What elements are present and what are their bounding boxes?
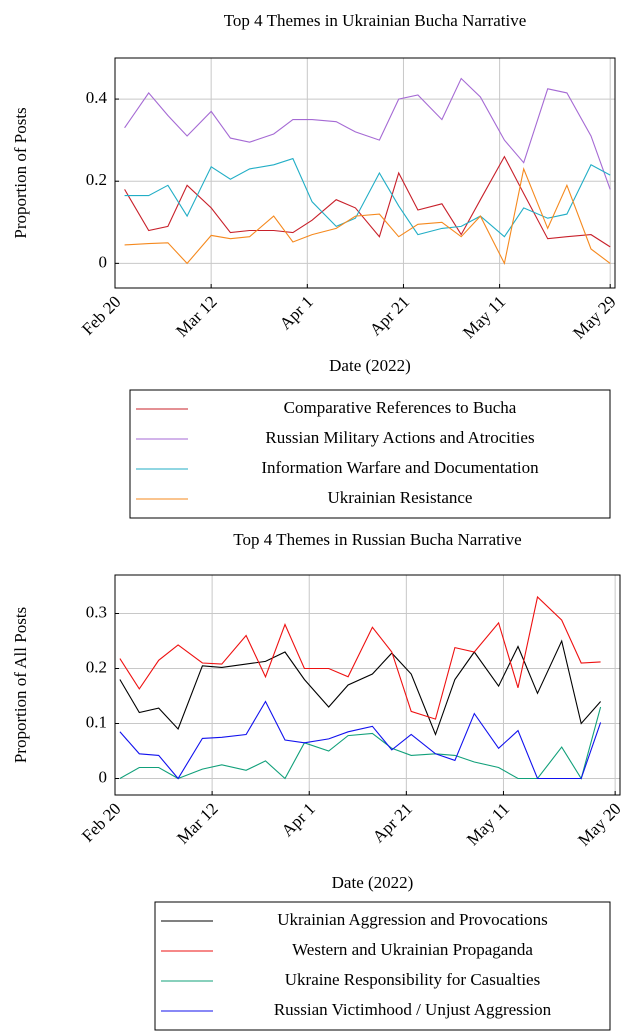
x-tick-label: May 20 xyxy=(574,799,622,850)
series-line xyxy=(124,77,611,190)
x-tick-label: Apr 21 xyxy=(366,292,413,339)
legend-label: Western and Ukrainian Propaganda xyxy=(292,940,533,959)
x-tick-label: Mar 12 xyxy=(172,292,220,340)
legend-label: Russian Military Actions and Atrocities xyxy=(265,428,534,447)
y-axis-label: Proportion of All Posts xyxy=(11,607,30,763)
series-line xyxy=(124,155,611,248)
y-tick-label: 0.2 xyxy=(86,170,107,189)
y-tick-label: 0.3 xyxy=(86,602,107,621)
x-tick-label: May 29 xyxy=(569,292,620,343)
series-line xyxy=(119,700,602,780)
x-tick-label: May 11 xyxy=(459,292,509,342)
x-tick-label: Feb 20 xyxy=(78,799,124,845)
legend-box xyxy=(129,389,611,519)
x-tick-label: May 11 xyxy=(463,799,513,849)
series-line xyxy=(124,157,611,238)
x-axis-label: Date (2022) xyxy=(329,356,411,375)
series-line xyxy=(119,639,602,737)
legend-label: Ukrainian Resistance xyxy=(328,488,473,507)
x-tick-label: Apr 1 xyxy=(278,799,319,840)
legend-label: Ukrainian Aggression and Provocations xyxy=(277,910,548,929)
legend-box xyxy=(154,901,611,1031)
x-tick-label: Mar 12 xyxy=(173,799,221,847)
y-tick-label: 0.4 xyxy=(86,88,108,107)
legend-label: Ukraine Responsibility for Casualties xyxy=(285,970,540,989)
legend-label: Comparative References to Bucha xyxy=(284,398,517,417)
legend-label: Information Warfare and Documentation xyxy=(261,458,539,477)
y-tick-label: 0 xyxy=(99,767,108,786)
x-tick-label: Apr 21 xyxy=(369,799,416,846)
series-line xyxy=(119,595,601,720)
chart-title: Top 4 Themes in Russian Bucha Narrative xyxy=(233,530,521,549)
x-tick-label: Feb 20 xyxy=(78,292,124,338)
x-axis-label: Date (2022) xyxy=(332,873,414,892)
series-line xyxy=(124,167,611,266)
y-tick-label: 0.1 xyxy=(86,712,107,731)
x-tick-label: Apr 1 xyxy=(276,292,317,333)
series-line xyxy=(119,706,602,780)
y-axis-label: Proportion of Posts xyxy=(11,107,30,238)
plot-frame xyxy=(114,57,616,289)
y-tick-label: 0.2 xyxy=(86,657,107,676)
y-tick-label: 0 xyxy=(99,252,108,271)
plot-frame xyxy=(114,574,621,796)
chart-title: Top 4 Themes in Ukrainian Bucha Narrativ… xyxy=(224,11,527,30)
legend-label: Russian Victimhood / Unjust Aggression xyxy=(274,1000,552,1019)
